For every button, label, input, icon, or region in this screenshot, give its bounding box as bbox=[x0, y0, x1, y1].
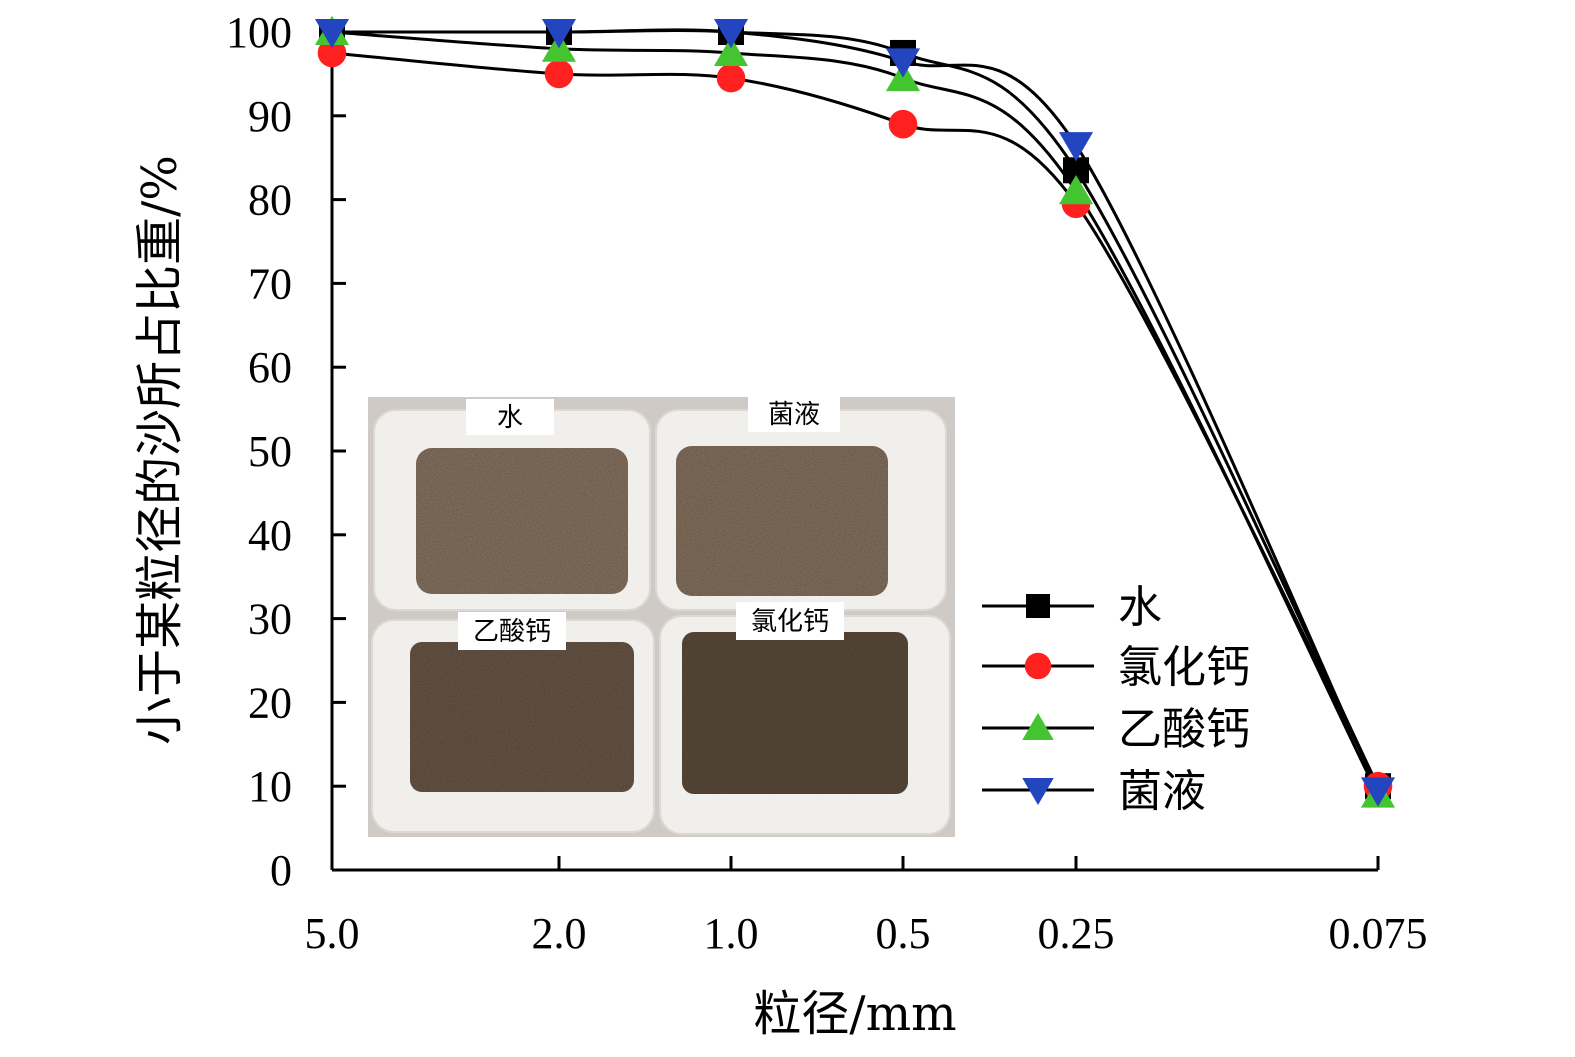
photo-label-bacteria: 菌液 bbox=[768, 400, 820, 430]
legend-label: 乙酸钙 bbox=[1118, 704, 1250, 755]
data-point-series-1 bbox=[888, 109, 918, 139]
x-ticks: 5.0 2.0 1.0 0.5 0.25 0.075 bbox=[305, 856, 1428, 958]
data-point-series-2 bbox=[1058, 174, 1094, 205]
photo-label-card bbox=[466, 399, 554, 435]
data-point-series-3 bbox=[1058, 132, 1094, 162]
legend-label: 水 bbox=[1118, 582, 1162, 633]
data-point-series-3 bbox=[1360, 777, 1396, 807]
data-point-series-3 bbox=[885, 48, 921, 78]
y-tick-label: 60 bbox=[248, 343, 292, 392]
data-point-series-3 bbox=[541, 19, 577, 49]
data-point-series-1 bbox=[716, 63, 746, 93]
tray-water bbox=[373, 409, 651, 611]
photo-label-calcium-acetate: 乙酸钙 bbox=[473, 617, 551, 647]
y-tick-label: 50 bbox=[248, 427, 292, 476]
photo-label-calcium-chloride: 氯化钙 bbox=[751, 607, 829, 637]
photo-label-card bbox=[748, 396, 840, 432]
data-point-series-2 bbox=[713, 36, 749, 66]
legend-label: 氯化钙 bbox=[1118, 642, 1250, 693]
tray-bacteria bbox=[655, 409, 947, 611]
y-tick-label: 20 bbox=[248, 678, 292, 727]
x-tick-label: 2.0 bbox=[532, 909, 587, 958]
photo-label-card bbox=[458, 612, 566, 650]
legend-marker bbox=[1022, 713, 1054, 740]
y-tick-label: 10 bbox=[248, 762, 292, 811]
data-point-series-1 bbox=[317, 38, 347, 68]
y-tick-label: 30 bbox=[248, 595, 292, 644]
legend-marker bbox=[1022, 778, 1054, 805]
y-tick-label: 0 bbox=[270, 846, 292, 895]
y-tick-label: 80 bbox=[248, 176, 292, 225]
data-point-series-1 bbox=[544, 59, 574, 89]
y-tick-label: 90 bbox=[248, 92, 292, 141]
x-tick-label: 0.075 bbox=[1329, 909, 1428, 958]
tray-calcium-chloride bbox=[659, 615, 951, 835]
legend-marker bbox=[1024, 652, 1052, 680]
y-axis-title: 小于某粒径的沙所占比重/% bbox=[132, 155, 188, 745]
y-tick-label: 100 bbox=[226, 8, 292, 57]
photo-label-card bbox=[736, 602, 844, 640]
x-tick-label: 0.5 bbox=[876, 909, 931, 958]
legend-label: 菌液 bbox=[1118, 766, 1206, 817]
series-markers bbox=[314, 15, 1396, 808]
legend-marker bbox=[1026, 594, 1050, 618]
photo-label-water: 水 bbox=[497, 403, 523, 433]
tray-calcium-acetate bbox=[371, 619, 655, 833]
inset-photo: 水 菌液 乙酸钙 氯化钙 bbox=[368, 396, 955, 837]
x-tick-label: 1.0 bbox=[704, 909, 759, 958]
data-point-series-3 bbox=[713, 19, 749, 49]
y-tick-label: 40 bbox=[248, 511, 292, 560]
y-tick-label: 70 bbox=[248, 259, 292, 308]
x-axis-title: 粒径/mm bbox=[753, 986, 956, 1042]
y-ticks: 0 10 20 30 40 50 60 70 80 90 100 bbox=[226, 8, 346, 895]
data-point-series-3 bbox=[314, 19, 350, 49]
x-tick-label: 5.0 bbox=[305, 909, 360, 958]
x-tick-label: 0.25 bbox=[1038, 909, 1115, 958]
